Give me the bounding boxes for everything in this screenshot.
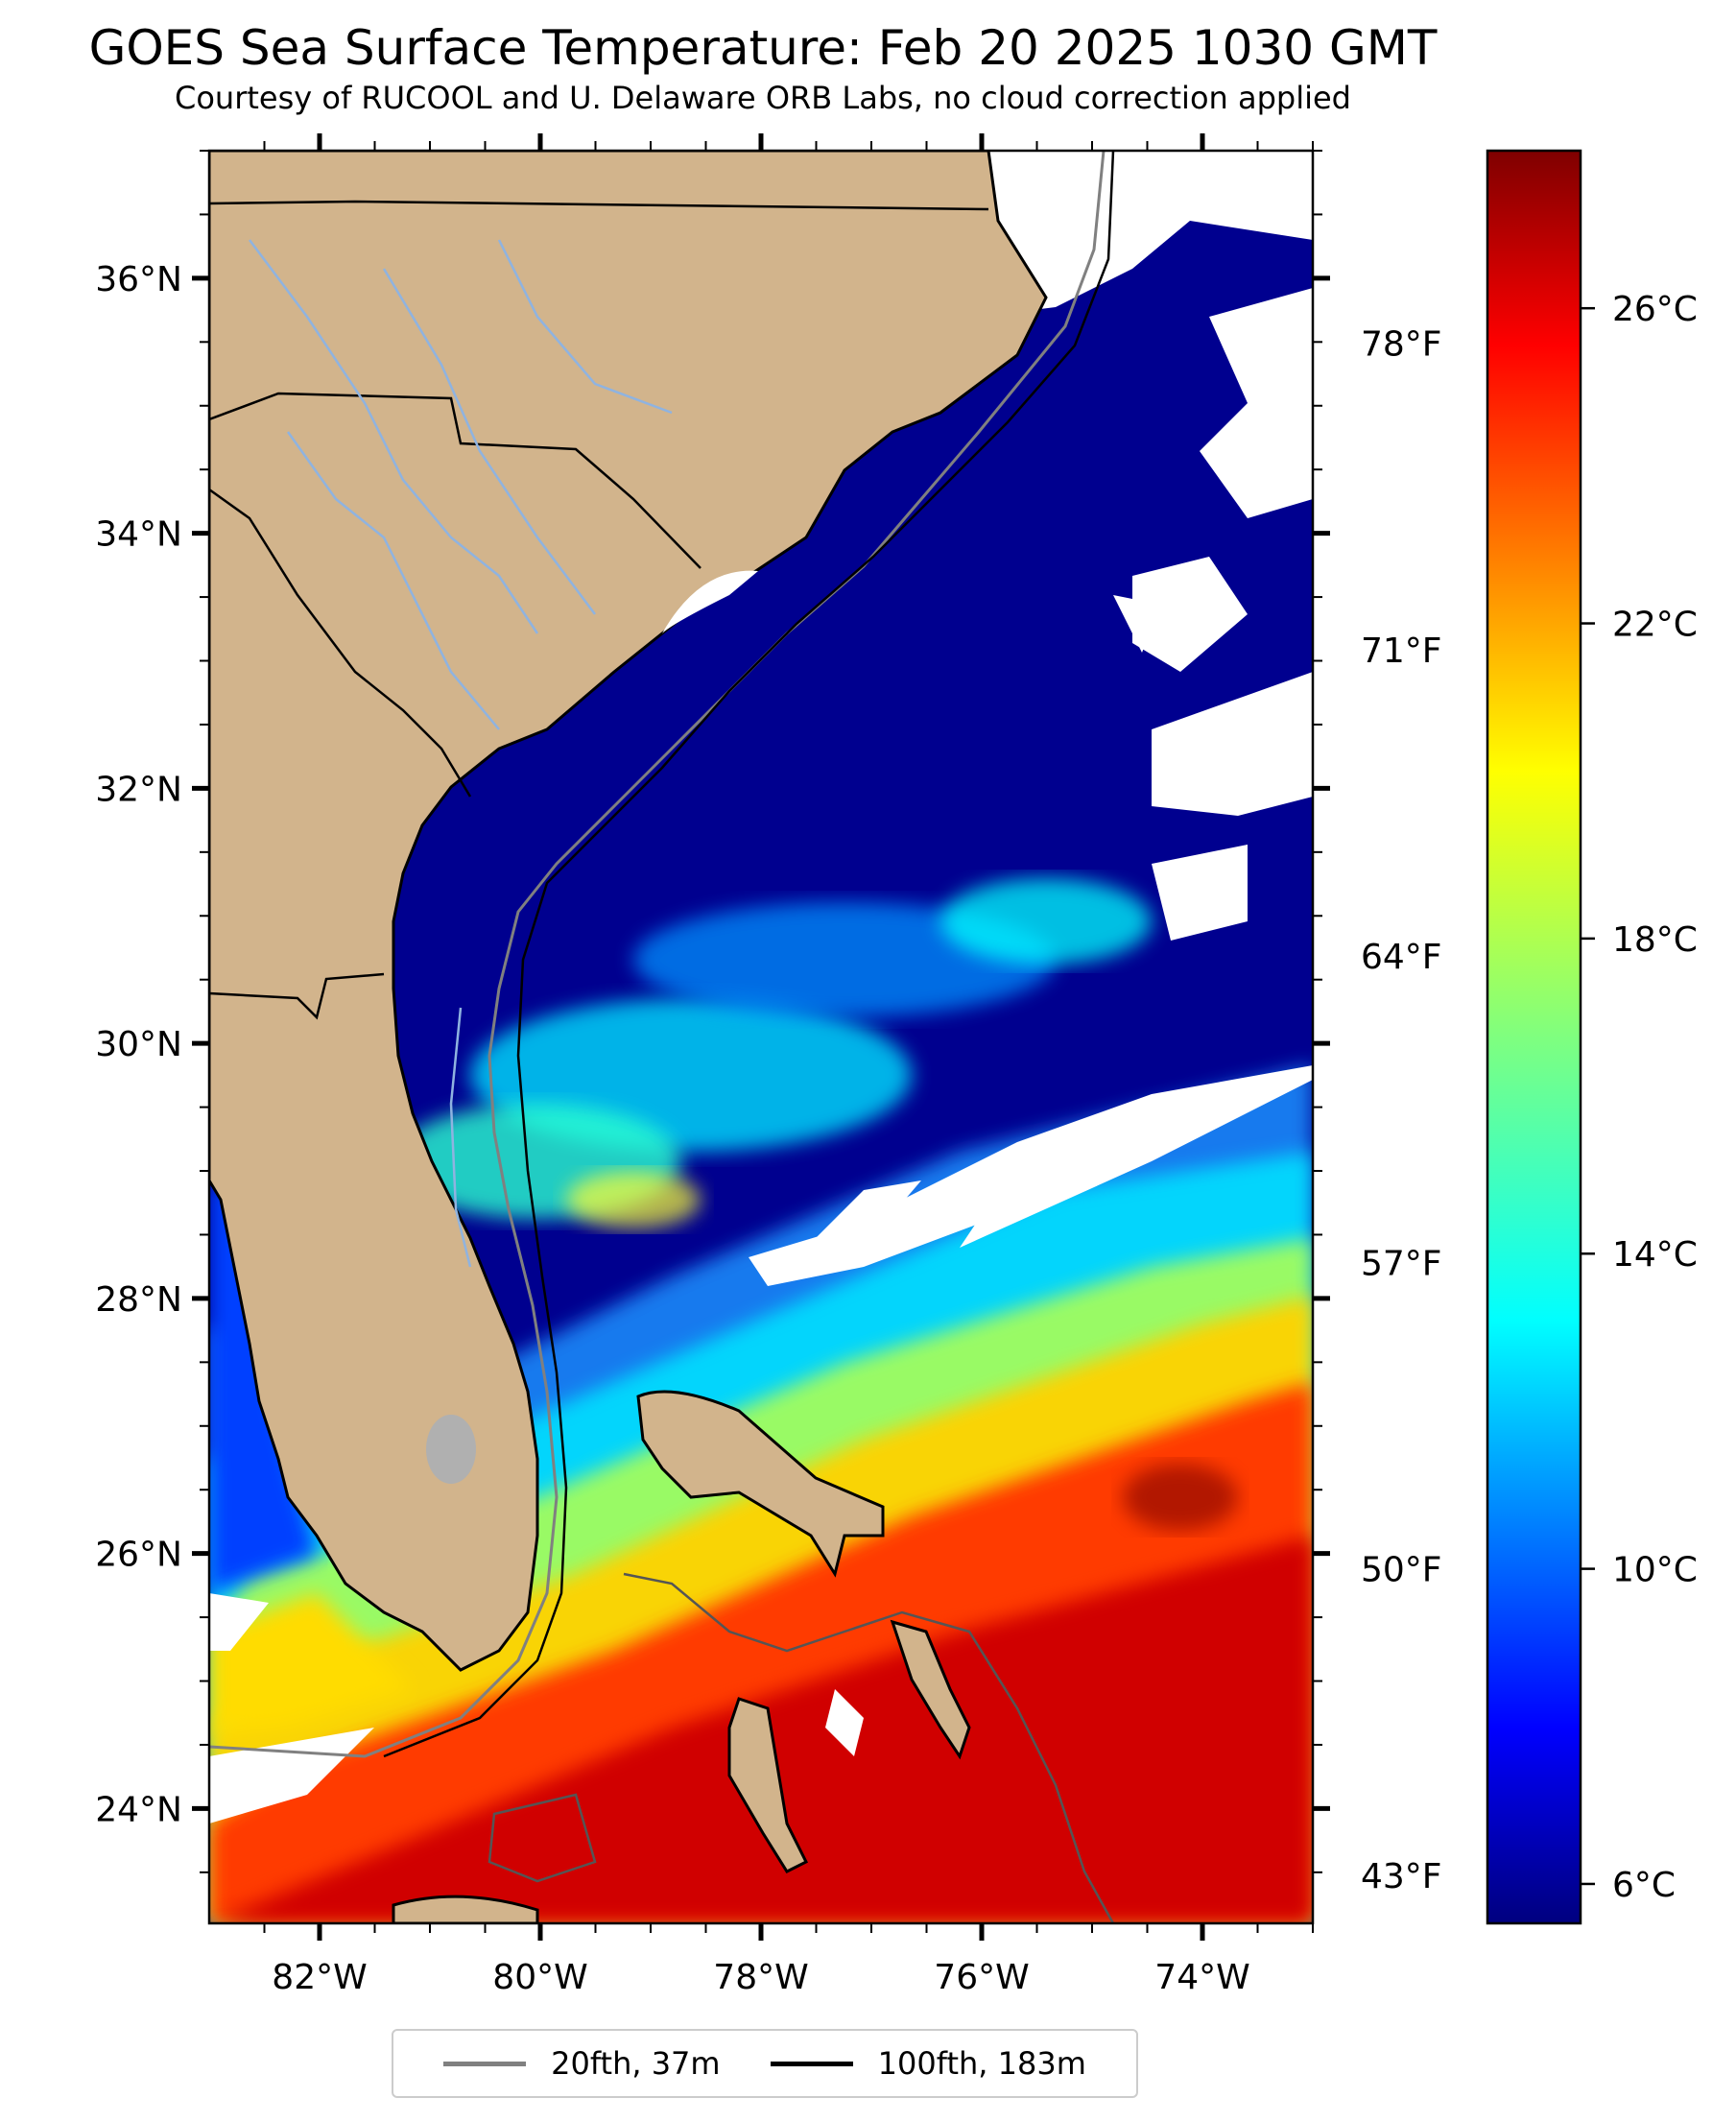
colorbar-tick-label: 14°C — [1612, 1235, 1698, 1275]
rivers — [249, 239, 673, 1268]
legend-swatch-100fth — [770, 2061, 853, 2066]
colorbar-tick-label: 6°C — [1612, 1866, 1676, 1905]
colorbar-tick-label: 22°C — [1612, 606, 1698, 645]
colorbar-ticks: 26°C 22°C 18°C 14°C 10°C 6°C — [1581, 290, 1698, 1905]
contour-cay-sal — [488, 1793, 597, 1883]
map-subtitle: Courtesy of RUCOOL and U. Delaware ORB L… — [175, 80, 1351, 116]
colorbar-tick-label: 26°C — [1612, 290, 1698, 329]
legend-swatch-20fth — [443, 2061, 527, 2066]
colorbar-tick-label: 18°C — [1612, 920, 1698, 960]
map-title: GOES Sea Surface Temperature: Feb 20 202… — [88, 20, 1438, 76]
fahrenheit-tick-label: 43°F — [1361, 1857, 1442, 1896]
lat-tick-label: 24°N — [95, 1790, 182, 1829]
sc-bay-notch — [662, 570, 758, 633]
state-borders — [209, 200, 989, 1020]
bahamas-eleuthera — [890, 1619, 971, 1760]
lat-tick-label: 32°N — [95, 770, 182, 809]
bahamas-andros — [727, 1697, 809, 1873]
fahrenheit-tick-label: 50°F — [1361, 1551, 1442, 1590]
depth-legend: 20fth, 37m 100fth, 183m — [392, 2029, 1138, 2098]
contour-bahamas-bank — [623, 1572, 1115, 1923]
lat-tick-label: 30°N — [95, 1025, 182, 1064]
legend-label-100fth: 100fth, 183m — [877, 2045, 1086, 2082]
legend-item-20fth: 20fth, 37m — [443, 2045, 721, 2082]
cuba-coast — [392, 1895, 539, 1923]
fahrenheit-tick-label: 57°F — [1361, 1244, 1442, 1283]
land — [209, 151, 1048, 1923]
lat-tick-label: 28°N — [95, 1280, 182, 1320]
lake-okeechobee — [426, 1415, 476, 1484]
fahrenheit-tick-label: 78°F — [1361, 325, 1442, 365]
lon-tick-label: 74°W — [1154, 1958, 1249, 1997]
contour-20fth — [209, 151, 1106, 1758]
lon-tick-label: 82°W — [272, 1958, 367, 1997]
fahrenheit-tick-label: 71°F — [1361, 632, 1442, 671]
lat-tick-label: 36°N — [95, 260, 182, 299]
sst-warm-field — [209, 878, 1313, 1923]
legend-item-100fth: 100fth, 183m — [770, 2045, 1086, 2082]
us-mainland — [209, 151, 1048, 1672]
lat-tick-label: 34°N — [95, 515, 182, 555]
fahrenheit-tick-label: 64°F — [1361, 938, 1442, 977]
map-axis-ticks: 36°N 34°N 32°N 30°N 28°N 26°N 24°N 82°W 80°W 78°W… — [95, 133, 1442, 1997]
lon-tick-label: 78°W — [713, 1958, 808, 1997]
lat-tick-label: 26°N — [95, 1536, 182, 1575]
lon-tick-label: 76°W — [934, 1958, 1029, 1997]
legend-label-20fth: 20fth, 37m — [551, 2045, 721, 2082]
colorbar — [1486, 149, 1582, 1925]
cloud-mask — [209, 151, 1313, 1824]
bahamas-grand-bahama — [636, 1390, 885, 1578]
lon-tick-label: 80°W — [492, 1958, 587, 1997]
colorbar-tick-label: 10°C — [1612, 1551, 1698, 1590]
contour-100fth — [383, 151, 1115, 1758]
map-area — [209, 151, 1313, 1923]
